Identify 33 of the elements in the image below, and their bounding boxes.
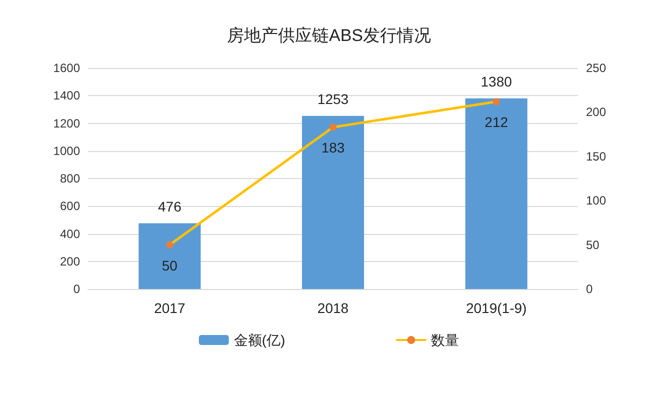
x-tick-label: 2018 (317, 300, 349, 316)
bar (302, 116, 364, 289)
x-tick-label: 2017 (154, 300, 186, 316)
y-tick-label: 800 (60, 172, 80, 186)
bar (138, 223, 201, 289)
y2-tick-label: 250 (586, 61, 606, 75)
legend-label: 金额(亿) (234, 332, 286, 348)
data-label: 476 (158, 198, 182, 214)
y-tick-label: 600 (60, 199, 80, 214)
y2-tick-label: 50 (586, 238, 600, 252)
point (166, 241, 174, 248)
bar (465, 98, 528, 289)
y-tick-label: 1400 (53, 88, 80, 103)
data-label: 50 (162, 257, 178, 274)
y2-tick-label: 150 (586, 149, 606, 164)
data-label: 1380 (480, 73, 512, 90)
data-label: 212 (484, 114, 508, 130)
y2-tick-label: 0 (586, 282, 593, 296)
y-tick-label: 0 (73, 282, 80, 296)
legend-label: 数量 (431, 332, 460, 348)
y-tick-label: 400 (60, 226, 80, 241)
y2-tick-label: 100 (586, 194, 606, 208)
y-tick-label: 1200 (53, 116, 80, 130)
x-tick-label: 2019(1-9) (466, 300, 527, 316)
chart-title: 房地产供应链ABS发行情况 (226, 26, 432, 45)
point (492, 98, 500, 106)
y2-tick-label: 200 (586, 105, 606, 120)
y-tick-label: 200 (60, 254, 80, 268)
data-label: 183 (321, 140, 345, 156)
point (330, 124, 336, 131)
data-label: 1253 (317, 90, 349, 107)
y-tick-label: 1600 (53, 61, 80, 75)
y-tick-label: 1000 (53, 144, 80, 158)
